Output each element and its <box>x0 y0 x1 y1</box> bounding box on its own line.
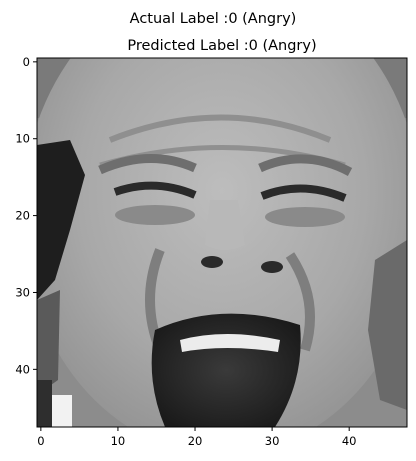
y-axis: 0 10 20 30 40 <box>15 55 37 376</box>
y-tick-label: 40 <box>15 362 30 376</box>
x-axis: 0 10 20 30 40 <box>37 427 357 448</box>
y-tick-label: 30 <box>15 285 30 299</box>
x-tick-label: 0 <box>37 434 44 448</box>
axes-frame <box>36 57 408 428</box>
figure-suptitle: Actual Label :0 (Angry) <box>130 11 297 27</box>
face-image <box>37 58 407 427</box>
y-tick-label: 20 <box>15 209 30 223</box>
x-tick-label: 10 <box>111 434 126 448</box>
x-tick-label: 20 <box>188 434 203 448</box>
y-tick-label: 0 <box>23 55 30 69</box>
x-tick-label: 40 <box>342 434 357 448</box>
x-tick-label: 30 <box>265 434 280 448</box>
axes-title: Predicted Label :0 (Angry) <box>127 38 316 54</box>
y-tick-label: 10 <box>15 132 30 146</box>
